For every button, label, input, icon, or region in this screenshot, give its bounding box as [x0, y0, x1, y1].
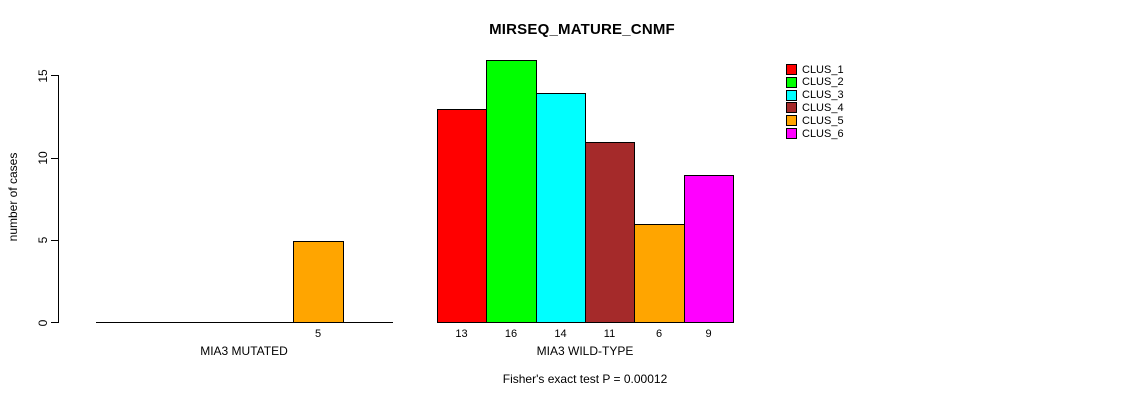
- legend-label-clus_4: CLUS_4: [802, 101, 844, 114]
- bar-clus_1: [437, 109, 487, 323]
- legend-swatch-clus_3: [786, 89, 797, 101]
- bar-value-label: 6: [655, 328, 663, 340]
- legend-swatch-clus_4: [786, 102, 797, 114]
- y-tick: [51, 239, 58, 241]
- legend-swatch-clus_2: [786, 76, 797, 88]
- chart-title: MIRSEQ_MATURE_CNMF: [489, 21, 675, 38]
- y-tick: [51, 322, 58, 323]
- bar-clus_4: [585, 142, 635, 323]
- bar-value-label: 11: [603, 328, 616, 340]
- bar-value-label: 16: [504, 328, 518, 340]
- x-baseline: [96, 322, 393, 323]
- bar-clus_5: [293, 241, 344, 323]
- legend-swatch-clus_5: [786, 115, 797, 127]
- group-label-1: MIA3 WILD-TYPE: [536, 344, 634, 358]
- bar-clus_5: [634, 224, 685, 323]
- bar-clus_2: [486, 60, 537, 323]
- legend-swatch-clus_6: [786, 128, 797, 139]
- bar-value-label: 9: [705, 328, 712, 340]
- y-tick-label: 15: [36, 69, 50, 83]
- bar-clus_6: [684, 175, 734, 323]
- legend-label-clus_2: CLUS_2: [802, 76, 844, 89]
- bar-value-label: 14: [554, 328, 567, 340]
- bar-clus_3: [536, 93, 586, 323]
- y-axis-line: [58, 75, 59, 323]
- legend-label-clus_5: CLUS_5: [802, 114, 844, 127]
- legend-label-clus_6: CLUS_6: [802, 127, 844, 140]
- y-tick: [51, 75, 58, 77]
- group-label-0: MIA3 MUTATED: [200, 344, 288, 358]
- y-tick: [51, 157, 58, 159]
- y-tick-label: 10: [36, 151, 50, 165]
- legend-label-clus_3: CLUS_3: [802, 89, 844, 102]
- annotation-fisher-test: Fisher's exact test P = 0.00012: [502, 372, 668, 386]
- y-tick-label: 0: [36, 319, 50, 326]
- y-tick-label: 5: [36, 236, 50, 244]
- legend-label-clus_1: CLUS_1: [802, 63, 844, 76]
- bar-value-label: 13: [455, 328, 468, 340]
- y-axis-title: number of cases: [6, 152, 20, 242]
- legend-swatch-clus_1: [786, 64, 797, 75]
- bar-value-label: 5: [314, 328, 322, 340]
